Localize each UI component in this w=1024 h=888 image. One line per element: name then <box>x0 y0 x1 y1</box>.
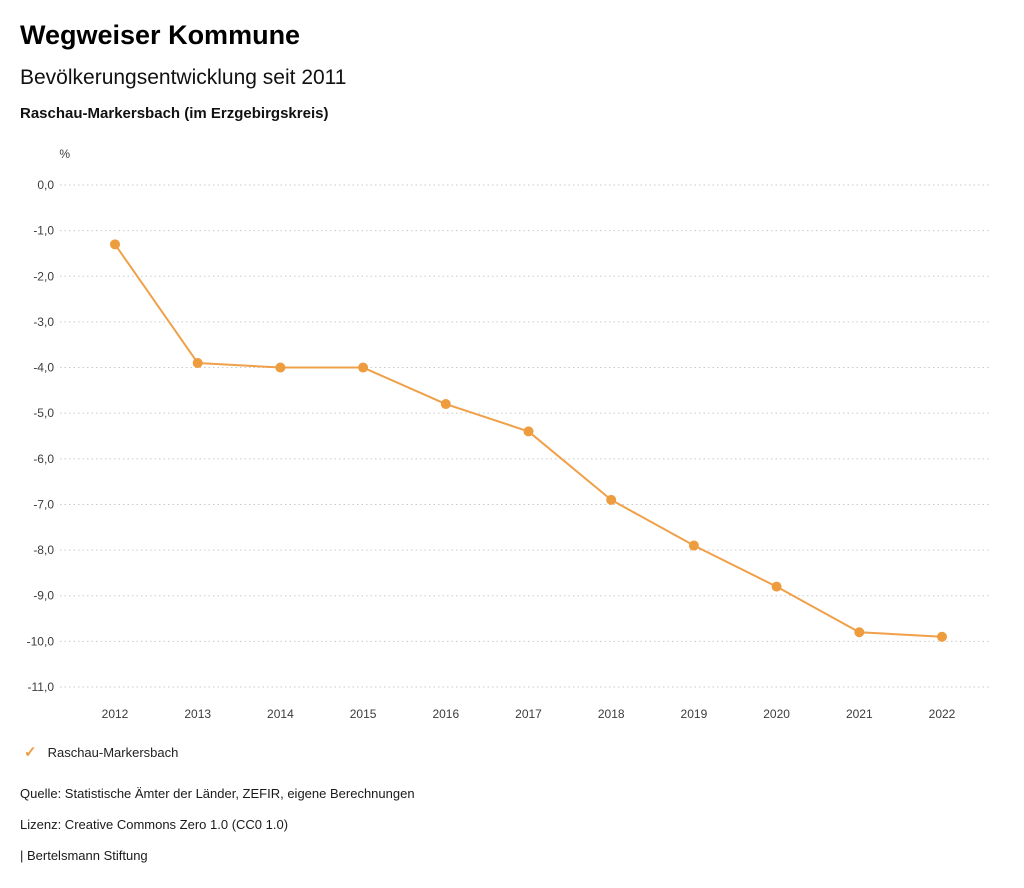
population-line-chart: % 0,0 -1,0 -2,0 -3,0 -4,0 -5,0 -6,0 -7,0 -8,0 -9,0… <box>27 147 990 721</box>
data-point-2015[interactable] <box>358 362 369 373</box>
y-tick-label: -4,0 <box>33 361 54 375</box>
x-tick-label: 2016 <box>432 707 459 721</box>
y-tick-label: -5,0 <box>33 406 54 420</box>
data-point-2019[interactable] <box>688 540 699 551</box>
x-tick-label: 2019 <box>681 707 708 721</box>
data-point-2012[interactable] <box>110 239 120 250</box>
y-tick-label: -2,0 <box>33 269 54 283</box>
series-line-raschau-markersbach <box>114 243 943 638</box>
chart-title: Bevölkerungsentwicklung seit 2011 <box>20 66 347 89</box>
data-point-2022[interactable] <box>937 631 947 642</box>
data-point-2018[interactable] <box>606 494 617 505</box>
data-point-2014[interactable] <box>275 362 286 373</box>
x-tick-label: 2014 <box>267 707 294 721</box>
y-tick-label: -11,0 <box>28 680 55 694</box>
y-tick-label: -8,0 <box>33 543 54 557</box>
x-tick-label: 2017 <box>515 707 542 721</box>
brand-title: Wegweiser Kommune <box>20 20 301 50</box>
x-tick-label: 2021 <box>846 707 873 721</box>
x-tick-label: 2013 <box>184 707 211 721</box>
y-tick-label: -7,0 <box>33 497 54 511</box>
y-tick-label: -1,0 <box>33 224 54 238</box>
license-text: Lizenz: Creative Commons Zero 1.0 (CC0 1… <box>20 817 289 832</box>
x-tick-label: 2012 <box>102 707 129 721</box>
x-tick-label: 2015 <box>350 707 377 721</box>
x-tick-label: 2020 <box>763 707 790 721</box>
y-tick-label: -3,0 <box>33 315 54 329</box>
legend-check-icon: ✓ <box>24 744 37 761</box>
attribution-text: | Bertelsmann Stiftung <box>20 848 148 863</box>
y-tick-label: 0,0 <box>37 178 54 192</box>
x-tick-label: 2022 <box>929 707 956 721</box>
data-point-2020[interactable] <box>771 581 782 592</box>
legend-item-raschau-markersbach[interactable]: ✓ Raschau-Markersbach <box>24 745 178 760</box>
y-tick-label: -6,0 <box>33 452 54 466</box>
source-text: Quelle: Statistische Ämter der Länder, Z… <box>20 786 415 801</box>
chart-subtitle: Raschau-Markersbach (im Erzgebirgskreis) <box>20 105 329 122</box>
x-tick-label: 2018 <box>598 707 625 721</box>
y-tick-label: -10,0 <box>27 634 55 648</box>
data-point-2017[interactable] <box>523 426 534 437</box>
y-axis-unit-label: % <box>59 147 70 161</box>
y-tick-label: -9,0 <box>33 589 54 603</box>
data-point-2013[interactable] <box>192 357 203 368</box>
data-point-2016[interactable] <box>440 399 451 410</box>
legend-label: Raschau-Markersbach <box>47 745 179 760</box>
data-point-2021[interactable] <box>854 627 865 638</box>
